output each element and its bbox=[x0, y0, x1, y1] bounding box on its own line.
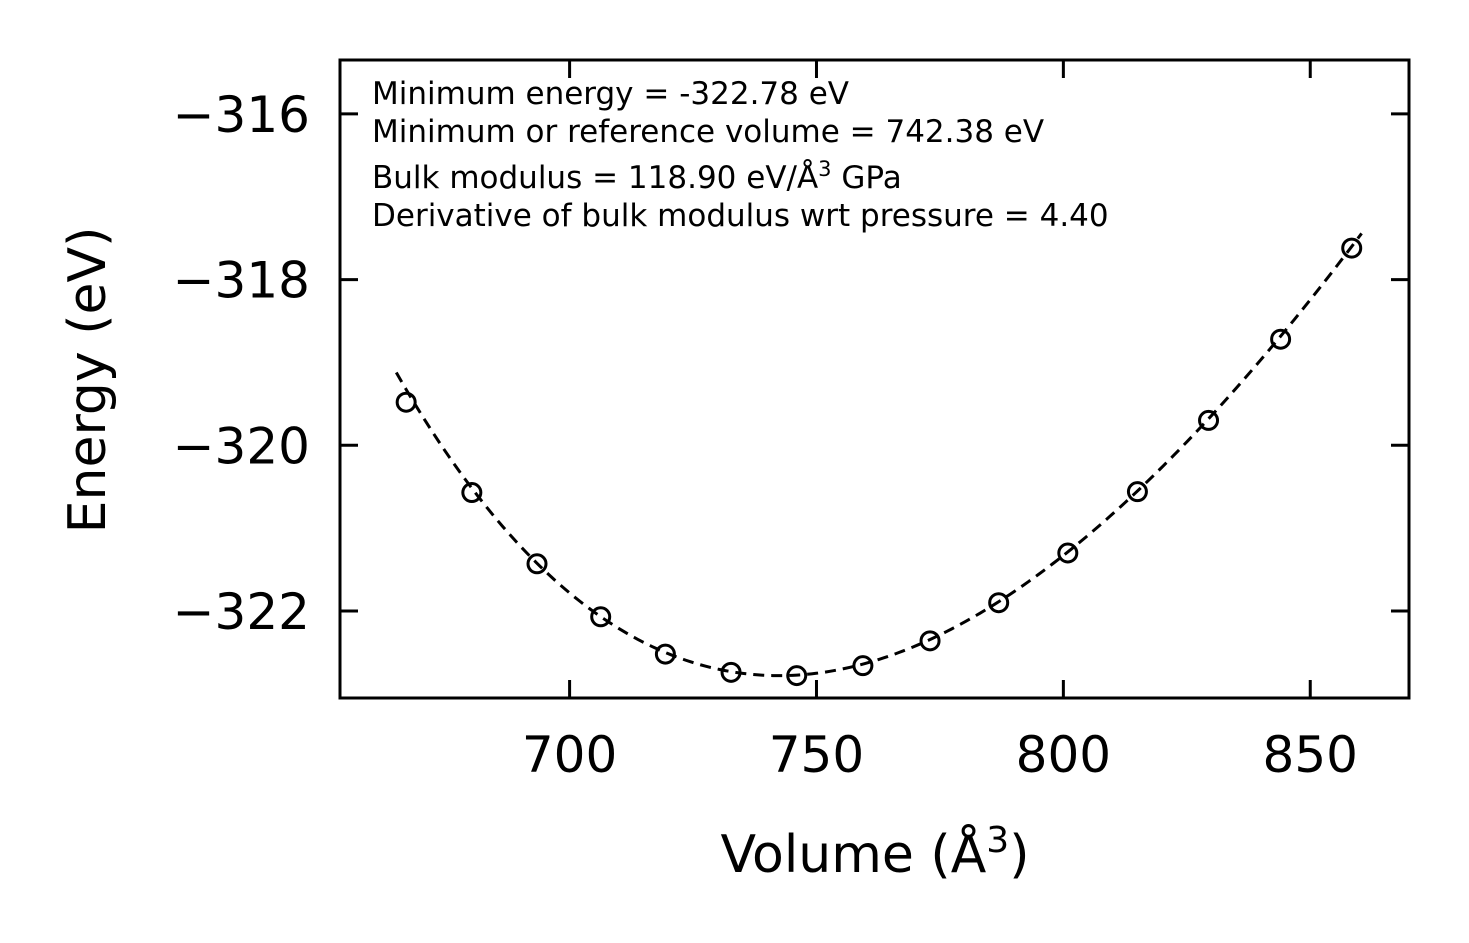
annotation-bulk-modulus-sup: 3 bbox=[818, 157, 831, 181]
x-tick-label: 800 bbox=[1016, 726, 1111, 784]
y-tick-label: −320 bbox=[173, 417, 310, 475]
data-point bbox=[786, 665, 808, 687]
axis-ticks: 700 750 800 850 −316 −318 −320 −322 bbox=[173, 60, 1409, 784]
y-tick-label: −316 bbox=[173, 86, 310, 144]
data-point bbox=[654, 643, 676, 665]
x-axis-title-main: Volume (Å bbox=[721, 823, 987, 885]
data-point bbox=[526, 553, 548, 575]
x-axis-title-close: ) bbox=[1009, 825, 1029, 885]
annotation-bulk-modulus-prefix: Bulk modulus = 118.90 eV/Å bbox=[372, 160, 818, 196]
data-point bbox=[1126, 481, 1148, 503]
annotation-min-energy: Minimum energy = -322.78 eV bbox=[372, 76, 849, 112]
plot-frame bbox=[338, 58, 1411, 700]
data-point bbox=[852, 655, 874, 677]
y-tick-label: −322 bbox=[173, 583, 310, 641]
annotation-bulk-modulus-suffix: GPa bbox=[832, 160, 902, 196]
data-point bbox=[1341, 237, 1363, 259]
data-point bbox=[919, 630, 941, 652]
data-point bbox=[1057, 542, 1079, 564]
x-axis-title: Volume (Å3) bbox=[721, 820, 1030, 885]
x-tick-label: 700 bbox=[522, 726, 617, 784]
data-point bbox=[590, 606, 612, 628]
y-tick-label: −318 bbox=[173, 252, 310, 310]
y-axis-title: Energy (eV) bbox=[58, 227, 118, 534]
data-point bbox=[1198, 409, 1220, 431]
annotation-ref-volume: Minimum or reference volume = 742.38 eV bbox=[372, 114, 1044, 150]
data-point bbox=[988, 592, 1010, 614]
x-axis-title-sup: 3 bbox=[986, 820, 1009, 861]
fit-curve bbox=[394, 232, 1363, 678]
x-tick-label: 750 bbox=[769, 726, 864, 784]
chart-marks bbox=[394, 232, 1363, 687]
data-point bbox=[1270, 328, 1292, 350]
data-point bbox=[720, 661, 742, 683]
annotation-bulk-modulus: Bulk modulus = 118.90 eV/Å3 GPa bbox=[372, 157, 902, 196]
data-point bbox=[461, 482, 483, 504]
annotation-bulk-modulus-derivative: Derivative of bulk modulus wrt pressure … bbox=[372, 198, 1109, 234]
x-tick-label: 850 bbox=[1263, 726, 1358, 784]
data-point bbox=[395, 391, 417, 413]
